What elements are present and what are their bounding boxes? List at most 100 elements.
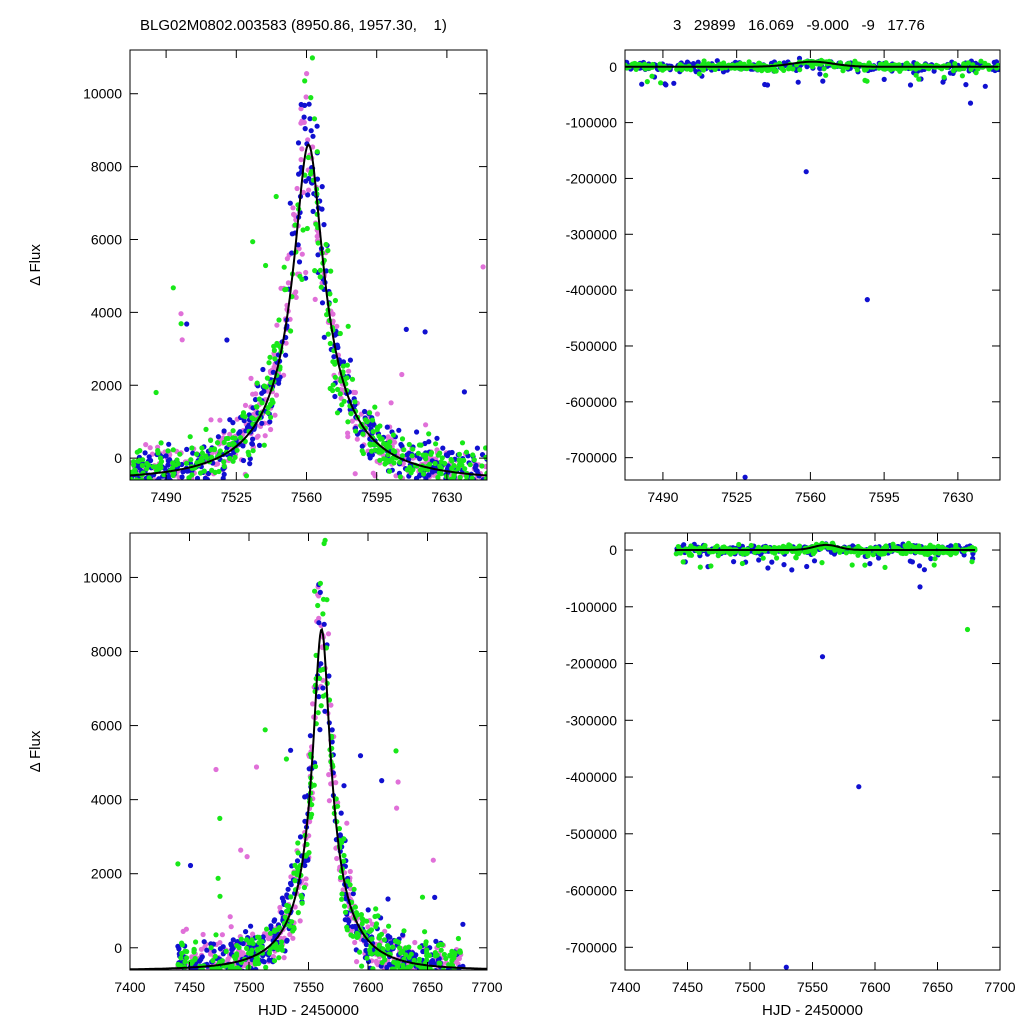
plot-frame	[624, 49, 1001, 481]
data-point	[352, 471, 358, 477]
data-point	[314, 176, 321, 182]
data-point	[385, 896, 391, 902]
data-point	[213, 965, 219, 970]
data-point	[294, 185, 300, 192]
data-point	[364, 955, 370, 961]
data-point	[369, 417, 376, 423]
data-point	[448, 971, 453, 976]
data-point	[344, 820, 350, 826]
data-point	[400, 976, 405, 981]
data-point	[384, 942, 391, 949]
data-point	[242, 402, 249, 408]
data-point	[213, 932, 219, 938]
data-point	[240, 410, 247, 416]
data-point	[405, 964, 411, 970]
data-point	[819, 560, 825, 566]
data-point	[165, 448, 171, 454]
data-point	[142, 450, 148, 456]
data-point	[243, 929, 249, 935]
data-point	[210, 978, 215, 983]
data-point	[184, 446, 190, 452]
data-point	[430, 968, 436, 970]
data-point	[325, 247, 331, 254]
data-point	[344, 927, 350, 933]
data-point	[238, 936, 244, 942]
data-point	[358, 912, 364, 918]
data-point	[307, 733, 313, 739]
data-point	[222, 981, 227, 986]
data-point	[268, 426, 274, 433]
data-point	[363, 942, 369, 948]
data-point	[233, 953, 240, 959]
data-point	[423, 941, 429, 947]
data-point	[321, 222, 327, 228]
data-point	[179, 970, 184, 975]
data-point	[855, 552, 861, 558]
data-point	[406, 483, 411, 488]
data-point	[408, 491, 413, 496]
data-point	[450, 971, 455, 976]
data-point	[271, 958, 278, 964]
data-point	[317, 267, 323, 273]
data-point	[341, 398, 347, 404]
data-point	[460, 483, 465, 488]
y-tick-label: 0	[114, 450, 122, 466]
data-point	[765, 565, 771, 571]
data-point	[423, 476, 429, 480]
data-point	[397, 945, 403, 951]
data-point	[319, 184, 325, 190]
data-point	[390, 448, 396, 454]
data-point	[145, 480, 150, 485]
plot-frame	[624, 532, 1001, 971]
data-points	[175, 537, 466, 991]
data-point	[190, 450, 196, 456]
data-point	[335, 386, 341, 393]
data-point	[414, 971, 419, 976]
data-point	[308, 128, 314, 134]
data-point	[679, 67, 685, 73]
data-point	[284, 902, 290, 909]
data-point	[882, 564, 888, 571]
data-point	[302, 126, 308, 132]
data-point	[161, 472, 167, 478]
data-point	[204, 984, 209, 989]
data-point	[203, 453, 209, 459]
data-point	[793, 554, 799, 561]
data-point	[289, 250, 295, 256]
data-point	[483, 445, 487, 451]
data-point	[481, 481, 486, 486]
data-point	[309, 55, 315, 61]
data-point	[135, 458, 141, 464]
data-point	[359, 921, 365, 927]
data-point	[909, 559, 916, 565]
data-point	[198, 969, 201, 970]
data-point	[244, 937, 250, 943]
data-point	[428, 451, 434, 457]
y-tick-label: -100000	[566, 599, 618, 615]
data-point	[412, 939, 418, 946]
data-point	[325, 331, 331, 337]
data-point	[204, 947, 210, 953]
data-point	[435, 474, 441, 480]
data-point	[187, 970, 192, 975]
data-point	[390, 974, 395, 979]
data-point	[402, 969, 405, 970]
data-point	[253, 764, 260, 770]
data-point	[188, 972, 193, 977]
data-point	[138, 498, 143, 503]
x-tick-label: 7700	[471, 979, 502, 995]
data-point	[446, 982, 451, 987]
data-point	[315, 710, 321, 716]
data-point	[220, 977, 225, 982]
panel-bottom-left: 7400 7450 7500 7550 7600 7650 7700 0 2000 4000 600…	[27, 532, 503, 1019]
data-point	[450, 973, 455, 978]
data-point	[262, 973, 267, 978]
data-point	[739, 560, 746, 567]
data-point	[209, 986, 214, 991]
data-point	[315, 252, 321, 258]
data-point	[449, 974, 454, 979]
data-point	[407, 464, 413, 470]
data-point	[132, 499, 137, 504]
data-point	[982, 83, 988, 89]
data-point	[400, 965, 406, 970]
